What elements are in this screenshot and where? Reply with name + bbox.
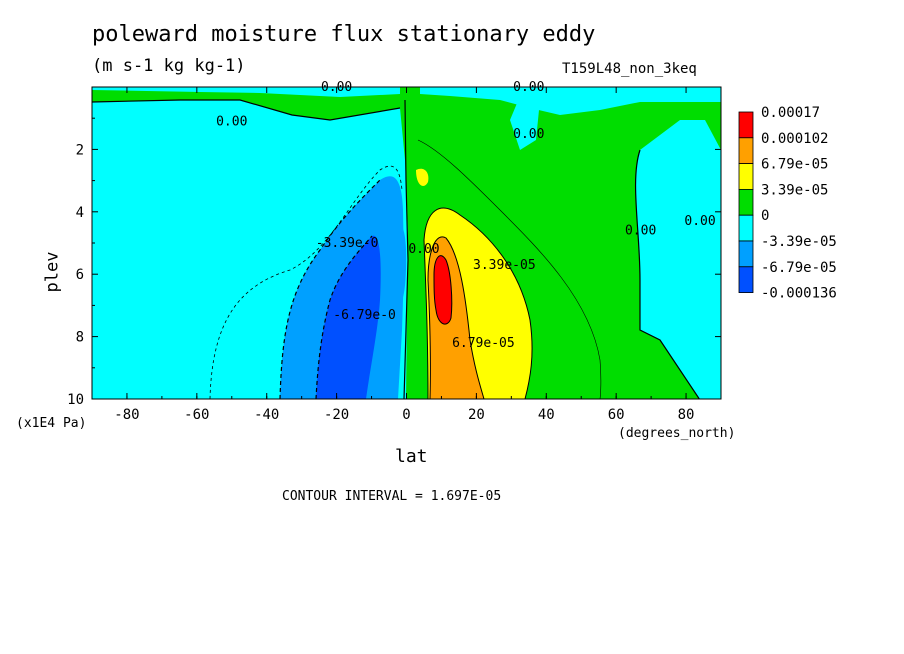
pos-contour-3 xyxy=(427,236,485,399)
contour-lines xyxy=(92,99,701,399)
legend-swatch xyxy=(738,111,754,139)
contour-interval: CONTOUR INTERVAL = 1.697E-05 xyxy=(282,489,502,504)
legend-swatch xyxy=(738,240,754,268)
legend-swatch xyxy=(738,188,754,216)
x-axis-label: lat xyxy=(395,446,428,467)
contour-label: -3.39e-0 xyxy=(316,236,379,251)
legend-label: -0.000136 xyxy=(761,286,837,302)
x-tick-label: 40 xyxy=(538,407,555,423)
contour-label: 0.00 xyxy=(408,242,439,257)
y-tick-label: 4 xyxy=(76,205,84,221)
negative-region-top xyxy=(92,87,400,97)
chart-subtitle: (m s-1 kg kg-1) xyxy=(92,56,246,76)
y-tick-label: 6 xyxy=(76,267,84,283)
contour-label: 0.00 xyxy=(513,127,544,142)
legend-label: -3.39e-05 xyxy=(761,234,837,250)
legend-label: 0.00017 xyxy=(761,105,820,121)
y-tick-label: 8 xyxy=(76,330,84,346)
negative-region-top-ne xyxy=(420,87,721,115)
x-tick-label: -40 xyxy=(254,407,279,423)
zero-contour-eq xyxy=(403,99,409,399)
y-axis: 2 4 6 8 10 xyxy=(67,117,721,408)
pos-contour-4 xyxy=(433,255,453,325)
legend-swatch xyxy=(738,137,754,165)
negative-region-nh xyxy=(635,120,721,399)
contour-fill xyxy=(92,87,721,399)
legend-label: 0 xyxy=(761,208,769,224)
legend-label: -6.79e-05 xyxy=(761,260,837,276)
y-axis-unit: (x1E4 Pa) xyxy=(16,416,87,431)
x-tick-label: 0 xyxy=(402,407,410,423)
zero-contour-north xyxy=(634,149,701,399)
y-tick-label: 10 xyxy=(67,392,84,408)
neg-contour-3 xyxy=(315,235,373,399)
x-tick-label: 20 xyxy=(468,407,485,423)
x-tick-label: 60 xyxy=(608,407,625,423)
chart-title: poleward moisture flux stationary eddy xyxy=(92,22,596,47)
contour-label: 3.39e-05 xyxy=(473,258,536,273)
color-legend: 0.00017 0.000102 6.79e-05 3.39e-05 0 -3.39e-0… xyxy=(738,105,837,302)
legend-swatch xyxy=(738,163,754,190)
legend-label: 6.79e-05 xyxy=(761,157,828,173)
x-tick-label: 80 xyxy=(678,407,695,423)
contour-label: 6.79e-05 xyxy=(452,336,515,351)
x-tick-label: -20 xyxy=(324,407,349,423)
y-tick-label: 2 xyxy=(76,142,84,158)
pos-contour-1 xyxy=(417,139,602,399)
x-axis-unit: (degrees_north) xyxy=(618,426,736,441)
legend-swatch xyxy=(738,266,754,293)
contour-label: 0.00 xyxy=(625,224,656,239)
contour-label: 0.00 xyxy=(216,114,247,129)
x-tick-label: -60 xyxy=(184,407,209,423)
neg-contour-2 xyxy=(279,179,381,399)
x-axis: -80 -60 -40 -20 0 20 40 60 80 xyxy=(91,87,722,423)
level-neg2 xyxy=(316,235,381,399)
contour-label: 0.00 xyxy=(684,214,715,229)
level-pos3 xyxy=(434,255,452,325)
contour-label: -6.79e-0 xyxy=(333,308,396,323)
level-pos1-b xyxy=(416,168,429,186)
legend-swatch xyxy=(738,214,754,242)
level-neg1-b xyxy=(393,224,407,304)
negative-region-nh-small xyxy=(510,96,540,150)
zero-contour-south xyxy=(92,99,401,121)
contour-labels: 0.00 0.00 0.00 0.00 -3.39e-0 0.00 3.39e-05 -6.7… xyxy=(216,80,716,351)
pos-contour-2 xyxy=(423,207,533,399)
legend-label: 0.000102 xyxy=(761,131,828,147)
legend-label: 3.39e-05 xyxy=(761,182,828,198)
x-tick-label: -80 xyxy=(114,407,139,423)
run-label: T159L48_non_3keq xyxy=(562,61,697,77)
